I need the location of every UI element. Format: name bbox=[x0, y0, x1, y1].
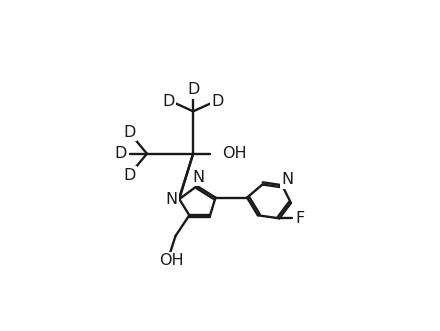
Text: D: D bbox=[124, 168, 136, 183]
Text: OH: OH bbox=[159, 253, 184, 268]
Text: N: N bbox=[165, 192, 178, 208]
Text: D: D bbox=[124, 124, 136, 140]
Text: OH: OH bbox=[223, 146, 247, 161]
Text: D: D bbox=[114, 146, 127, 161]
Text: N: N bbox=[192, 170, 205, 185]
Text: F: F bbox=[296, 211, 305, 226]
Text: D: D bbox=[162, 94, 175, 109]
Text: D: D bbox=[212, 94, 224, 109]
Text: D: D bbox=[187, 82, 199, 97]
Text: N: N bbox=[281, 172, 293, 187]
